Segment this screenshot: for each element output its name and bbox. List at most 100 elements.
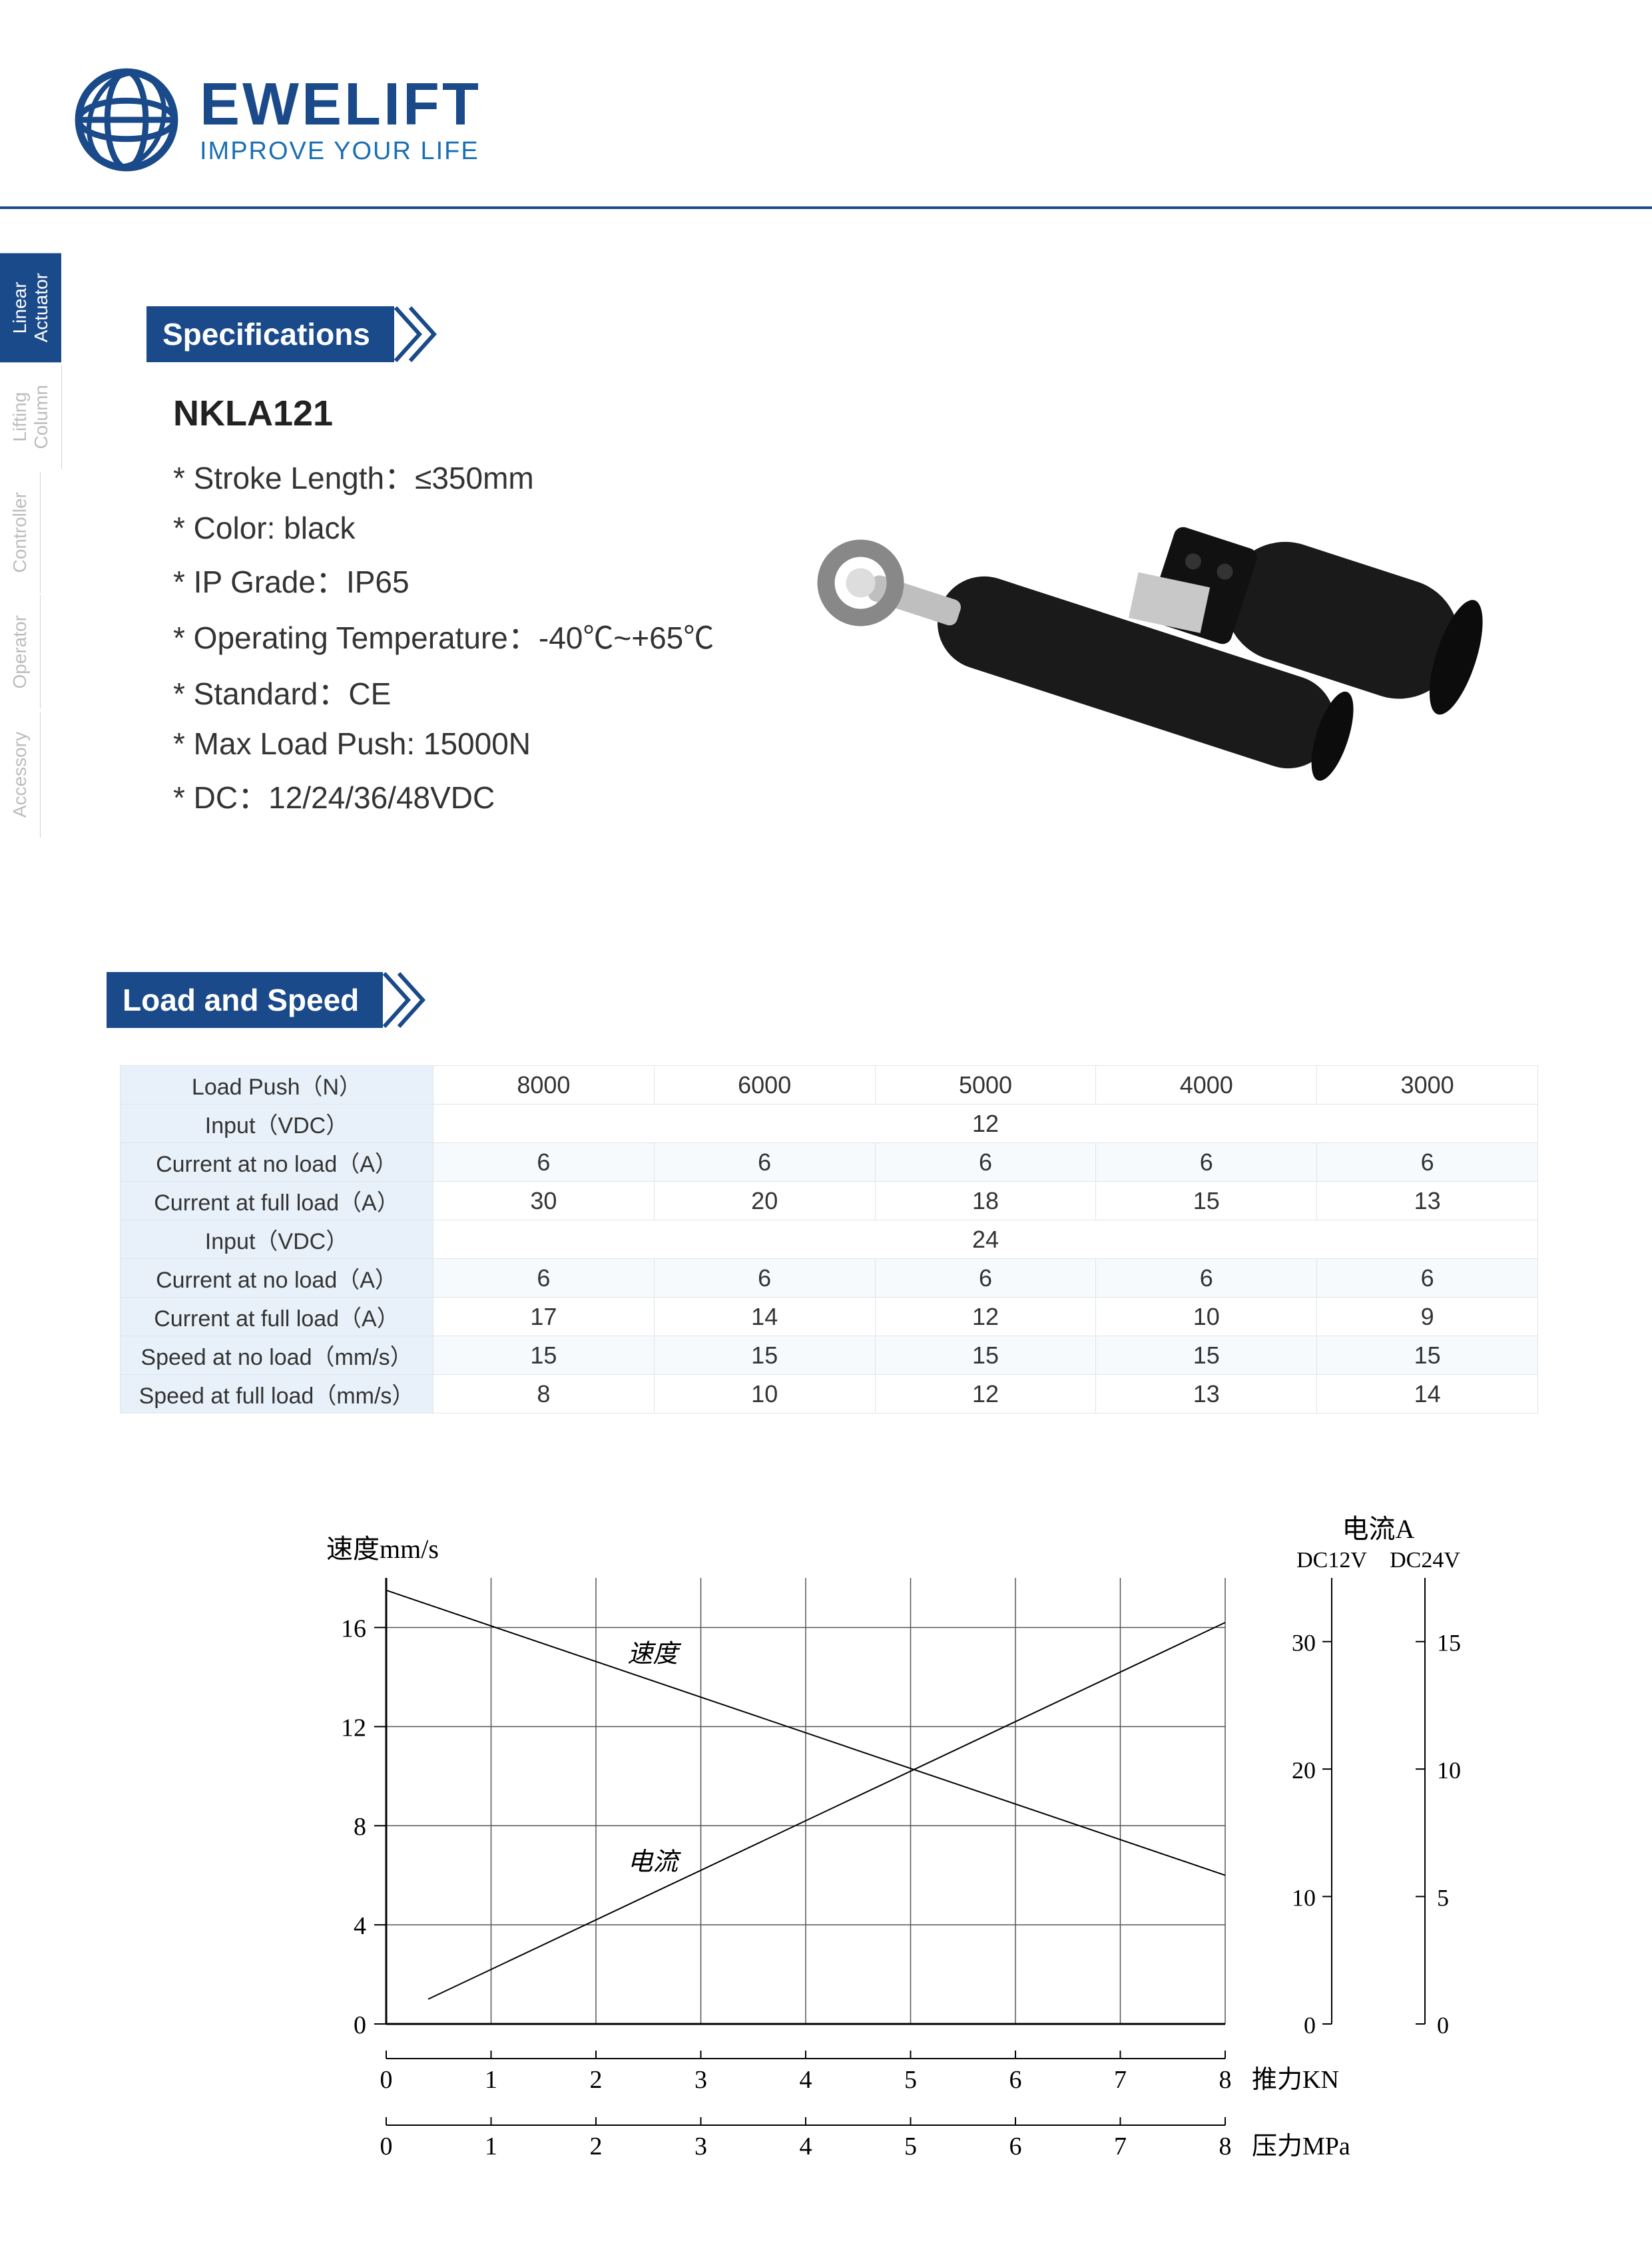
table-cell: 6 (875, 1259, 1096, 1298)
svg-text:电流A: 电流A (1342, 1514, 1415, 1544)
svg-text:30: 30 (1292, 1630, 1316, 1656)
svg-text:4: 4 (354, 1912, 366, 1940)
table-cell: 8 (433, 1375, 655, 1413)
svg-text:8: 8 (1219, 2066, 1232, 2094)
table-cell: 6 (1317, 1259, 1538, 1298)
svg-text:0: 0 (354, 2011, 366, 2039)
table-cell: 5000 (875, 1066, 1096, 1105)
svg-text:电流: 电流 (627, 1848, 681, 1876)
table-row-header: Speed at full load（mm/s） (121, 1375, 433, 1413)
side-tab[interactable]: Linear Actuator (0, 253, 61, 362)
svg-text:10: 10 (1292, 1885, 1316, 1911)
header-divider (0, 206, 1652, 209)
table-cell: 6 (1096, 1259, 1317, 1298)
speed-current-chart: 速度mm/s电流ADC12VDC24V048121601020300510150… (213, 1505, 1478, 2170)
svg-text:推力KN: 推力KN (1252, 2066, 1339, 2094)
load-speed-banner: Load and Speed (107, 972, 436, 1028)
spec-line: * Standard：CE (173, 670, 906, 714)
side-tab[interactable]: Operator (0, 595, 41, 709)
svg-text:压力MPa: 压力MPa (1252, 2132, 1350, 2160)
table-cell: 13 (1317, 1182, 1538, 1220)
svg-text:5: 5 (904, 2132, 917, 2160)
table-cell: 6000 (654, 1066, 875, 1105)
product-image (799, 426, 1531, 826)
brand-tagline: IMPROVE YOUR LIFE (200, 137, 481, 166)
side-tab[interactable]: Accessory (0, 712, 41, 838)
table-cell: 14 (1317, 1375, 1538, 1413)
table-cell: 17 (433, 1298, 655, 1336)
table-cell: 12 (875, 1375, 1096, 1413)
table-row-header: Input（VDC） (121, 1105, 433, 1143)
svg-text:0: 0 (1437, 2012, 1449, 2039)
specifications-banner: Specifications (146, 306, 447, 362)
table-cell: 15 (654, 1336, 875, 1375)
table-row-header: Input（VDC） (121, 1220, 433, 1259)
spec-line: * DC：12/24/36/48VDC (173, 774, 906, 818)
table-row-header: Load Push（N） (121, 1066, 433, 1105)
spec-content: NKLA121 * Stroke Length：≤350mm* Color: b… (173, 393, 906, 830)
load-speed-table: Load Push（N）80006000500040003000 Input（VD… (120, 1065, 1538, 1413)
svg-text:12: 12 (341, 1714, 366, 1742)
table-cell: 14 (654, 1298, 875, 1336)
svg-text:15: 15 (1437, 1630, 1461, 1656)
svg-text:速度mm/s: 速度mm/s (326, 1534, 439, 1564)
table-cell: 12 (875, 1298, 1096, 1336)
table-cell: 15 (875, 1336, 1096, 1375)
side-tab[interactable]: Controller (0, 472, 41, 593)
svg-text:1: 1 (485, 2066, 497, 2094)
svg-text:2: 2 (590, 2132, 603, 2160)
spec-line: * Max Load Push: 15000N (173, 726, 906, 762)
svg-text:3: 3 (694, 2132, 707, 2160)
svg-text:6: 6 (1009, 2132, 1022, 2160)
svg-text:0: 0 (1304, 2012, 1316, 2039)
table-row-header: Current at full load（A） (121, 1182, 433, 1220)
svg-text:DC12V: DC12V (1296, 1548, 1367, 1573)
svg-text:16: 16 (341, 1615, 366, 1642)
table-cell: 20 (654, 1182, 875, 1220)
svg-text:7: 7 (1114, 2066, 1127, 2094)
svg-text:4: 4 (800, 2132, 812, 2160)
svg-text:7: 7 (1114, 2132, 1127, 2160)
svg-text:8: 8 (1219, 2132, 1232, 2160)
table-row-header: Current at no load（A） (121, 1143, 433, 1182)
table-row-header: Speed at no load（mm/s） (121, 1336, 433, 1375)
table-cell: 30 (433, 1182, 655, 1220)
table-cell: 15 (433, 1336, 655, 1375)
table-cell: 6 (875, 1143, 1096, 1182)
table-cell: 15 (1096, 1182, 1317, 1220)
brand-logo: EWELIFT IMPROVE YOUR LIFE (67, 60, 481, 180)
table-cell: 6 (1317, 1143, 1538, 1182)
brand-name: EWELIFT (200, 75, 481, 134)
svg-text:6: 6 (1009, 2066, 1022, 2094)
svg-text:5: 5 (904, 2066, 917, 2094)
table-cell: 15 (1096, 1336, 1317, 1375)
side-tab[interactable]: Lifting Column (0, 365, 62, 469)
svg-text:3: 3 (694, 2066, 707, 2094)
table-cell: 15 (1317, 1336, 1538, 1375)
table-cell: 13 (1096, 1375, 1317, 1413)
table-cell: 12 (433, 1105, 1538, 1143)
spec-line: * Stroke Length：≤350mm (173, 454, 906, 498)
table-cell: 24 (433, 1220, 1538, 1259)
load-speed-title: Load and Speed (107, 972, 383, 1028)
svg-text:2: 2 (590, 2066, 603, 2094)
svg-text:1: 1 (485, 2132, 497, 2160)
svg-text:速度: 速度 (627, 1640, 682, 1668)
side-tab-strip: Linear ActuatorLifting ColumnControllerO… (0, 253, 40, 840)
table-cell: 6 (654, 1259, 875, 1298)
svg-text:0: 0 (380, 2132, 393, 2160)
model-number: NKLA121 (173, 393, 906, 434)
table-cell: 4000 (1096, 1066, 1317, 1105)
table-cell: 6 (1096, 1143, 1317, 1182)
specifications-title: Specifications (146, 306, 394, 362)
chevron-icon (383, 972, 436, 1028)
table-cell: 3000 (1317, 1066, 1538, 1105)
spec-line: * IP Grade：IP65 (173, 558, 906, 602)
table-cell: 6 (654, 1143, 875, 1182)
table-cell: 8000 (433, 1066, 655, 1105)
table-cell: 9 (1317, 1298, 1538, 1336)
svg-text:20: 20 (1292, 1757, 1316, 1784)
svg-text:DC24V: DC24V (1390, 1548, 1460, 1573)
svg-text:8: 8 (354, 1813, 366, 1841)
table-cell: 18 (875, 1182, 1096, 1220)
